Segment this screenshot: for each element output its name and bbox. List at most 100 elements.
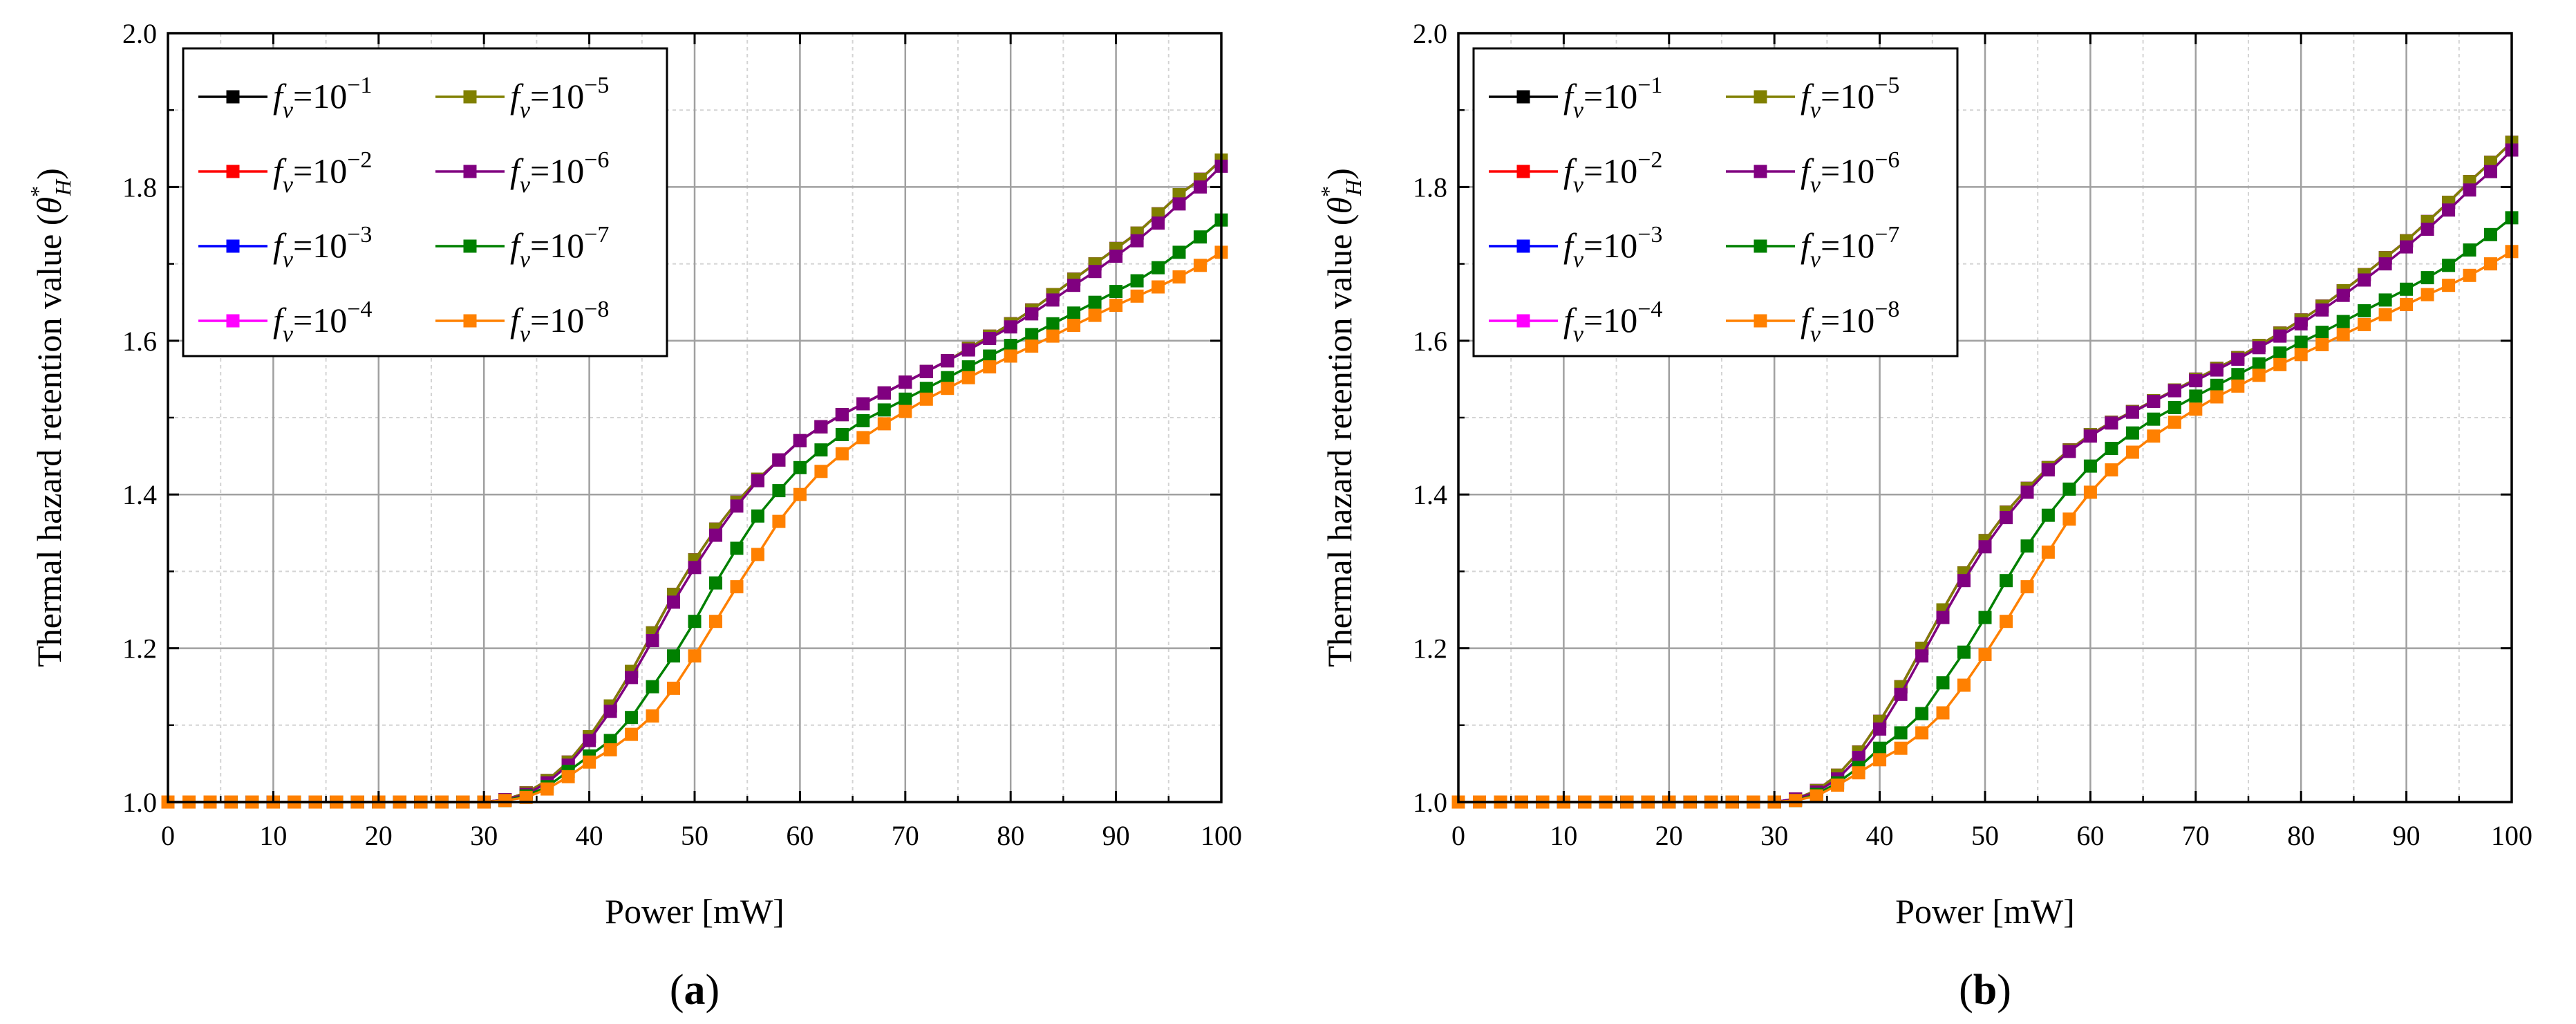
- data-point: [2168, 401, 2181, 414]
- data-point: [1194, 180, 1207, 194]
- data-point: [540, 782, 554, 796]
- data-point: [983, 360, 997, 374]
- legend-label-sub: v: [520, 172, 531, 198]
- legend-marker: [226, 314, 240, 328]
- data-point: [2484, 165, 2497, 178]
- legend-label-exp: −4: [1637, 297, 1662, 322]
- data-point: [793, 434, 807, 447]
- legend-entry: fv=10−7: [1726, 222, 1899, 272]
- x-tick-label: 40: [1866, 820, 1894, 851]
- x-tick-label: 90: [2393, 820, 2420, 851]
- data-point: [2336, 288, 2350, 302]
- data-point: [1109, 250, 1123, 263]
- legend-marker: [1754, 314, 1767, 328]
- data-point: [561, 770, 575, 783]
- legend-label-sub: v: [1573, 97, 1584, 123]
- legend-marker: [463, 90, 477, 104]
- data-point: [1894, 687, 1908, 701]
- y-tick-label: 1.8: [122, 171, 157, 203]
- data-point: [2420, 223, 2434, 236]
- data-point: [603, 705, 617, 718]
- legend-label-exp: −5: [584, 73, 609, 98]
- legend-entry: fv=10−5: [1726, 73, 1899, 123]
- y-axis-title-text: Thermal hazard retention value (: [1320, 214, 1359, 667]
- legend-label: fv=10−1: [273, 73, 372, 123]
- data-point: [2463, 268, 2476, 282]
- legend-label-exp: −6: [1874, 147, 1899, 173]
- data-point: [1025, 339, 1039, 353]
- data-point: [1172, 270, 1186, 283]
- data-point: [793, 460, 807, 474]
- legend-label-sub: v: [283, 322, 294, 347]
- legend-marker: [1754, 90, 1767, 104]
- x-tick-label: 50: [681, 820, 708, 851]
- legend-label-eq: =10: [293, 226, 347, 265]
- x-tick-label: 100: [1201, 820, 1242, 851]
- data-point: [2105, 416, 2118, 430]
- legend-label-exp: −5: [1874, 73, 1899, 98]
- data-point: [856, 397, 870, 411]
- axes: 0 10 20 30 40 50 60 70 80 90 100 1.0 1.2 1.4 1.6 1.8 2.0: [1413, 18, 2532, 851]
- data-point: [688, 615, 702, 629]
- panel-label-open: (: [1959, 967, 1973, 1014]
- data-point: [2062, 482, 2076, 496]
- data-point: [1873, 741, 1887, 755]
- data-point: [1873, 753, 1887, 767]
- x-axis-title: Power [mW]: [605, 892, 784, 931]
- x-tick-label: 90: [1102, 820, 1130, 851]
- legend-label: fv=10−8: [510, 297, 609, 347]
- legend-box: [1472, 47, 1959, 357]
- legend-label-sub: v: [520, 322, 531, 347]
- data-point: [2041, 463, 2055, 477]
- data-point: [625, 711, 639, 725]
- legend-marker: [463, 239, 477, 253]
- data-point: [730, 580, 744, 594]
- data-point: [625, 727, 639, 741]
- legend-marker: [1516, 90, 1530, 104]
- data-point: [899, 392, 912, 406]
- data-point: [1172, 197, 1186, 211]
- data-point: [877, 403, 891, 417]
- data-point: [2020, 485, 2034, 499]
- chart-a-svg: 0 10 20 30 40 50 60 70 80 90 100 1.0 1.2 1.4 1.6 1.8 2.0…: [26, 18, 1242, 1014]
- legend-label-exp: −3: [347, 222, 372, 248]
- data-point: [2020, 539, 2034, 553]
- data-point: [2400, 282, 2414, 296]
- legend-label-exp: −1: [1637, 73, 1662, 98]
- data-point: [772, 453, 786, 467]
- legend-label-eq: =10: [530, 151, 584, 190]
- x-tick-label: 0: [161, 820, 175, 851]
- data-point: [709, 528, 722, 542]
- data-point: [941, 382, 955, 395]
- data-point: [814, 443, 828, 457]
- data-point: [751, 474, 764, 487]
- legend-marker: [463, 314, 477, 328]
- data-point: [730, 499, 744, 513]
- legend-label-sub: v: [1810, 172, 1821, 198]
- x-tick-label: 60: [2076, 820, 2104, 851]
- legend-label-eq: =10: [1583, 226, 1637, 265]
- panel-label-close: ): [706, 967, 720, 1014]
- data-point: [961, 371, 975, 384]
- legend-entry: fv=10−1: [198, 73, 372, 123]
- legend-marker: [226, 165, 240, 178]
- x-tick-label: 30: [1760, 820, 1788, 851]
- data-point: [2168, 416, 2181, 429]
- data-point: [2125, 426, 2139, 440]
- legend-entry: fv=10−8: [435, 297, 609, 347]
- data-point: [1915, 726, 1929, 740]
- x-tick-label: 50: [1971, 820, 1999, 851]
- data-point: [2147, 429, 2161, 443]
- data-point: [814, 465, 828, 478]
- data-point: [2442, 203, 2456, 217]
- data-point: [667, 649, 680, 663]
- chart-panel-a: 0 10 20 30 40 50 60 70 80 90 100 1.0 1.2 1.4 1.6 1.8 2.0…: [0, 0, 1286, 1024]
- chart-panel-b: 0 10 20 30 40 50 60 70 80 90 100 1.0 1.2 1.4 1.6 1.8 2.0…: [1290, 0, 2576, 1024]
- legend-entry: fv=10−6: [1726, 147, 1899, 198]
- data-point: [2442, 259, 2456, 272]
- data-point: [2000, 615, 2013, 629]
- data-point: [1109, 285, 1123, 299]
- y-axis-title: Thermal hazard retention value (θ*H): [26, 168, 75, 667]
- y-tick-label: 1.2: [1413, 633, 1447, 664]
- data-point: [1004, 349, 1017, 363]
